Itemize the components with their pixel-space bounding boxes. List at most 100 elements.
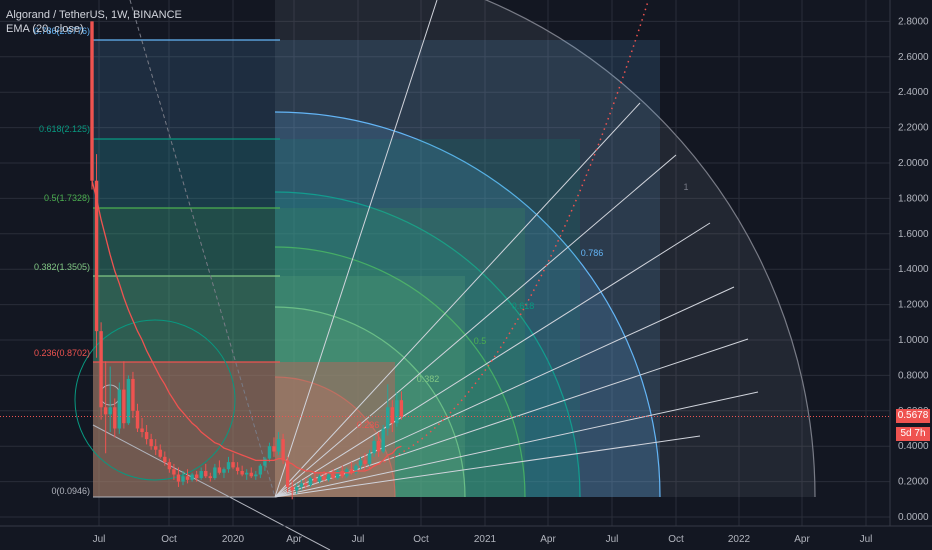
y-tick-label: 1.8000 <box>898 193 929 204</box>
candle-body <box>90 21 94 181</box>
candle-body <box>222 469 226 473</box>
candle-body <box>204 470 208 477</box>
fib-retracement-zone <box>93 362 395 497</box>
x-tick-label: Jul <box>93 534 106 545</box>
candle-body <box>240 470 244 475</box>
fib-fan-line <box>274 0 438 498</box>
candle-body <box>326 474 331 480</box>
candle-body <box>395 400 399 424</box>
fib-fan-line <box>274 391 759 498</box>
fib-retracement-zone <box>93 276 465 497</box>
x-tick-label: Apr <box>794 534 810 545</box>
fib-circle <box>74 319 236 481</box>
candle-body <box>135 410 140 429</box>
x-tick-label: Jul <box>860 534 873 545</box>
x-tick-label: 2021 <box>474 534 497 545</box>
candle-body <box>140 428 144 433</box>
candle-body <box>258 465 263 475</box>
candle-body <box>313 478 317 482</box>
candle-body <box>290 486 294 491</box>
trend-line <box>92 424 331 550</box>
candle-body <box>181 476 185 482</box>
candle-body <box>213 467 217 479</box>
y-tick-label: 1.4000 <box>898 264 929 275</box>
y-tick-label: 0.4000 <box>898 441 929 452</box>
candle-body <box>399 400 404 417</box>
candle-body <box>358 460 363 466</box>
candle-body <box>226 462 231 470</box>
fib-fan-line <box>274 222 711 498</box>
x-tick-label: Oct <box>413 534 429 545</box>
candle-body <box>381 428 385 452</box>
y-tick-label: 0.2000 <box>898 477 929 488</box>
candle-body <box>322 476 326 480</box>
fib-arc-label: 0.786 <box>581 248 604 258</box>
ema-line <box>91 180 402 474</box>
fib-retracement-label: 0.618(2.125) <box>39 124 90 134</box>
candle-body <box>190 474 194 480</box>
fib-fan-line <box>274 435 701 498</box>
candle-body <box>308 478 313 486</box>
fib-retracement-zone <box>93 40 660 497</box>
y-tick-label: 2.6000 <box>898 52 929 63</box>
candle-body <box>99 331 103 408</box>
candle-body <box>372 440 376 454</box>
x-tick-label: Jul <box>606 534 619 545</box>
fib-retracement-label: 0(0.0946) <box>51 486 90 496</box>
y-tick-label: 2.2000 <box>898 123 929 134</box>
fib-fan-line <box>274 154 677 498</box>
fib-retracement-label: 0.236(0.8702) <box>34 348 90 358</box>
candle-body <box>349 469 354 473</box>
fib-retracement-zone <box>93 208 525 497</box>
fib-retracement-zone <box>93 139 580 497</box>
fib-retracement-label: 0.5(1.7328) <box>44 193 90 203</box>
candle-body <box>154 446 158 450</box>
candle-body <box>103 407 108 415</box>
symbol-title[interactable]: Algorand / TetherUS, 1W, BINANCE <box>6 9 182 21</box>
fib-arc-line <box>274 246 526 498</box>
x-tick-label: Jul <box>352 534 365 545</box>
candle-body <box>194 474 199 479</box>
last-price-tag: 0.5678 <box>896 409 930 423</box>
candle-body <box>363 460 367 464</box>
candle-body <box>176 474 181 482</box>
fib-arc-label: 0.382 <box>417 374 440 384</box>
fib-arc-line <box>274 111 661 498</box>
candle-body <box>281 439 285 461</box>
candle-body <box>235 467 240 471</box>
candle-body <box>208 476 212 479</box>
candle-body <box>217 467 222 473</box>
x-tick-label: 2022 <box>728 534 751 545</box>
fib-retracement-label: 0.382(1.3505) <box>34 262 90 272</box>
candle-body <box>158 449 162 457</box>
fib-arc-line <box>274 191 581 498</box>
candle-body <box>272 446 276 452</box>
ema-indicator-label[interactable]: EMA (20, close) <box>6 23 84 35</box>
y-tick-label: 2.8000 <box>898 16 929 27</box>
countdown-tag: 5d 7h <box>896 427 930 441</box>
price-axis <box>890 0 932 550</box>
candle-body <box>299 483 303 487</box>
candle-body <box>386 407 390 429</box>
y-tick-label: 1.0000 <box>898 335 929 346</box>
fib-fan-line <box>274 286 735 498</box>
candle-body <box>94 180 99 332</box>
candle-body <box>108 407 112 415</box>
candle-body <box>267 446 272 459</box>
candle-body <box>126 378 131 424</box>
candle-body <box>144 432 149 440</box>
x-tick-label: Oct <box>668 534 684 545</box>
candle-body <box>254 474 258 477</box>
candle-body <box>245 472 249 475</box>
candle-body <box>295 486 299 491</box>
candle-body <box>367 453 372 464</box>
candle-body <box>185 476 190 480</box>
y-tick-label: 1.6000 <box>898 229 929 240</box>
fib-arc-line <box>274 306 466 498</box>
candle-body <box>376 440 381 452</box>
x-tick-label: 2020 <box>222 534 245 545</box>
candle-body <box>122 389 126 424</box>
candle-body <box>117 389 121 429</box>
y-tick-label: 2.0000 <box>898 158 929 169</box>
